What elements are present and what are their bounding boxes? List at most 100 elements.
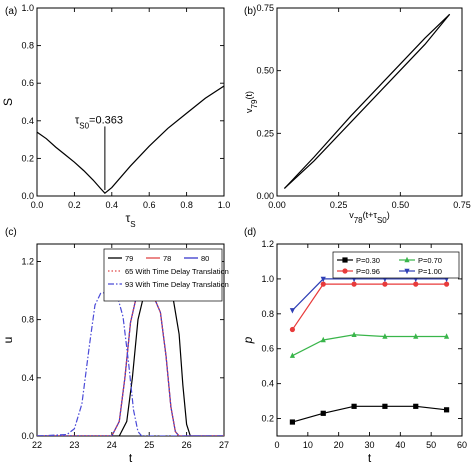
- y-axis-label: u: [1, 337, 15, 344]
- x-label-v: v: [349, 210, 354, 220]
- x-tick-label: 0.2: [68, 200, 81, 210]
- series-line-4: [37, 291, 224, 436]
- x-axis-label: t: [129, 451, 133, 465]
- legend-label-1: 78: [163, 254, 171, 263]
- y-tick-label: 0.8: [21, 315, 34, 325]
- x-axis-label: v78(t+τS0): [349, 210, 390, 225]
- legend: 79 78 80 65 With Time Delay Translation 93 W…: [103, 248, 229, 302]
- plot-frame: [36, 243, 225, 437]
- y-tick-label: 0.6: [261, 344, 274, 354]
- x-label-end: ): [387, 210, 390, 220]
- legend-label-4: 93 With Time Delay Translation: [125, 280, 229, 289]
- legend-label-0: P=0.30: [356, 256, 380, 265]
- x-label-tail: (t+τ: [363, 210, 378, 220]
- x-label-78: 78: [354, 216, 363, 225]
- panel-c: (c) 22 23 24 25 26 27 0.0 0.4 0.8 1.2 t u 79 78 80 65 Wi…: [1, 227, 229, 465]
- x-tick-label: 25: [144, 440, 154, 450]
- plot-frame: [36, 7, 225, 197]
- series-1-point: [443, 333, 450, 339]
- y-tick-label: 0.4: [21, 373, 34, 383]
- legend-label-2: 80: [201, 254, 209, 263]
- y-label-tail: (t): [244, 91, 254, 100]
- annotation-tau: τ: [75, 114, 80, 126]
- y-tick-label: 0.2: [21, 153, 34, 163]
- x-axis-label: t: [368, 451, 372, 465]
- x-tick-label: 40: [395, 440, 405, 450]
- legend-label-0: 79: [125, 254, 133, 263]
- panel-a: (a) 0.0 0.2 0.4 0.6 0.8 1.0 0.0 0.2 0.4 0.6 0.8 1.0 τ…: [1, 3, 230, 229]
- y-tick-label: 0.25: [256, 128, 274, 138]
- series-line-1: [292, 334, 447, 357]
- legend-marker-0: [342, 257, 348, 263]
- y-axis-label: S: [1, 98, 15, 106]
- legend-marker-2: [342, 268, 348, 274]
- legend-box: [332, 251, 460, 279]
- annotation-value: =0.363: [89, 114, 123, 126]
- y-tick-label: 0.6: [21, 78, 34, 88]
- y-tick-label: 0.50: [256, 66, 274, 76]
- series-line-3: [37, 291, 224, 436]
- y-tick-label: 0.2: [261, 414, 274, 424]
- series-line-0: [283, 13, 451, 189]
- series-line-1: [37, 291, 224, 436]
- panel-b: (b)0.00 0.25 0.50 0.750.000.250.500.75v78(t…: [244, 3, 471, 225]
- series-1-point: [382, 333, 388, 339]
- series-2-point: [413, 281, 419, 287]
- legend: P=0.30 P=0.70 P=0.96 P=1.00: [332, 251, 460, 279]
- x-tick-label: 1.0: [218, 200, 231, 210]
- legend-marker-1: [404, 256, 410, 263]
- y-tick-label: 1.2: [261, 239, 274, 249]
- y-axis-label: p: [241, 336, 255, 344]
- legend-marker-3: [404, 268, 410, 275]
- series-0-point: [320, 410, 326, 416]
- y-label-79: 79: [250, 99, 259, 108]
- series-1-point: [413, 333, 419, 339]
- x-tick-label: 23: [69, 440, 79, 450]
- y-tick-label: 0.00: [256, 191, 274, 201]
- x-tick-label: 0.0: [31, 200, 44, 210]
- x-tick-label: 0.8: [180, 200, 193, 210]
- x-tick-label: 0.6: [143, 200, 156, 210]
- series-1-point: [351, 331, 357, 337]
- y-tick-label: 0.0: [21, 191, 34, 201]
- x-tick-label: 60: [457, 440, 467, 450]
- y-tick-label: 1.2: [21, 256, 34, 266]
- x-tick-label: 50: [426, 440, 436, 450]
- series-line-2: [291, 283, 447, 330]
- series-line-2: [37, 291, 224, 436]
- x-tick-label: 0.25: [330, 200, 348, 210]
- y-axis-label: v79(t): [244, 91, 259, 113]
- legend-label-3: 65 With Time Delay Translation: [125, 267, 229, 276]
- panel-d: (d) 0 10 20 30 40 50 60 0.2 0.4 0.6 0.8 1.0 1.2 t p P=0.…: [241, 227, 467, 465]
- x-tick-label: 0.75: [453, 200, 471, 210]
- y-tick-label: 0.4: [21, 116, 34, 126]
- x-label-s0: S0: [377, 216, 387, 225]
- x-tick-label: 20: [334, 440, 344, 450]
- x-tick-label: 0: [274, 440, 279, 450]
- x-tick-label: 22: [32, 440, 42, 450]
- legend-label-3: P=1.00: [418, 267, 442, 276]
- series-line-3: [291, 278, 447, 311]
- series-3-point: [320, 276, 326, 283]
- y-tick-label: 0.0: [21, 431, 34, 441]
- series-2-point: [443, 281, 450, 287]
- series-line-0: [37, 291, 224, 436]
- y-tick-label: 0.8: [261, 309, 274, 319]
- y-tick-label: 1.0: [21, 3, 34, 13]
- series-1-point: [320, 336, 326, 343]
- legend-label-2: P=0.96: [356, 267, 380, 276]
- series-2-point: [289, 326, 296, 333]
- x-axis-label-main: τ: [125, 211, 130, 225]
- x-axis-label-sub: S: [130, 220, 135, 229]
- panel-label: (a): [5, 6, 17, 17]
- panel-label: (d): [244, 227, 256, 238]
- series-0-point: [443, 407, 450, 413]
- series-3-point: [289, 308, 296, 314]
- series-line-1: [283, 13, 451, 189]
- series-2-point: [351, 281, 357, 287]
- series-1-point: [289, 352, 296, 358]
- series-2-point: [320, 281, 326, 287]
- x-tick-label: 0.00: [268, 200, 286, 210]
- x-tick-label: 27: [219, 440, 229, 450]
